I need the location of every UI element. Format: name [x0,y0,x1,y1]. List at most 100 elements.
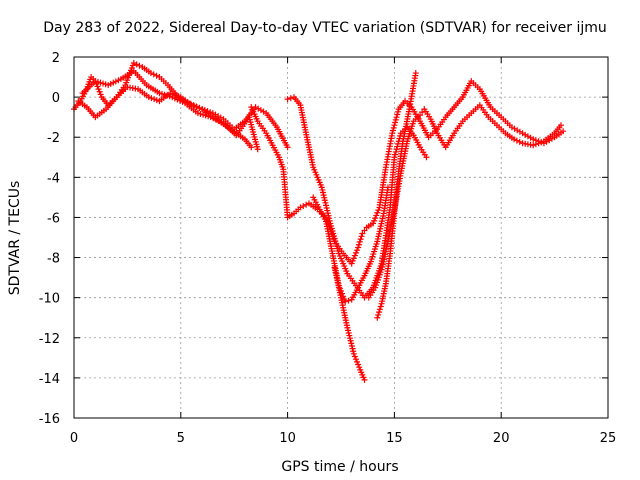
data-point [389,130,396,137]
data-point [342,298,349,305]
data-points [71,60,567,383]
y-tick-label: -2 [47,131,60,146]
data-point [96,88,103,95]
data-point [148,95,155,102]
data-point [348,260,355,267]
data-point [532,141,539,148]
data-point [558,122,565,129]
data-point [346,332,353,339]
y-tick-label: -14 [39,372,60,387]
data-point [344,324,351,331]
data-point [357,236,364,243]
data-point [350,350,357,357]
data-point [201,107,208,114]
data-point [392,148,399,155]
series-track-e [284,94,430,301]
x-axis-label: GPS time / hours [281,459,398,475]
y-tick-label: -8 [47,252,60,267]
chart-title: Day 283 of 2022, Sidereal Day-to-day VTE… [43,20,607,36]
data-point [392,116,399,123]
data-point [349,345,356,352]
data-point [348,340,355,347]
data-point [391,122,398,129]
data-point [347,337,354,344]
data-point [538,139,545,146]
series-track-c [79,68,261,153]
data-point [284,96,291,103]
data-point [393,146,400,153]
data-point [199,106,206,113]
data-point [196,105,203,112]
x-tick-label: 0 [70,431,78,446]
data-point [376,309,383,316]
data-point [97,91,104,98]
data-point [535,140,542,147]
x-tick-label: 20 [493,431,510,446]
data-point [392,151,399,158]
data-point [374,209,381,216]
series-track-i [374,70,419,321]
data-point [511,136,518,143]
data-point [207,109,214,116]
data-point [349,257,356,264]
data-point [361,227,368,234]
y-axis-label: SDTVAR / TECUs [7,181,23,296]
series-track-g [331,264,368,383]
data-point [345,327,352,334]
data-point [345,329,352,336]
data-point [394,108,401,115]
data-point [354,358,361,365]
y-tick-label: 0 [52,91,60,106]
x-tick-label: 15 [386,431,403,446]
data-point [530,142,537,149]
x-tick-label: 10 [279,431,296,446]
data-point [297,204,304,211]
plot-frame [73,56,609,419]
y-tick-label: -4 [47,171,60,186]
series-track-b [75,84,291,151]
data-point [358,233,365,240]
data-point [361,376,368,383]
data-point [371,217,378,224]
data-point [373,212,380,219]
series-track-a [71,60,255,151]
x-tick-label: 5 [177,431,185,446]
data-point [356,364,363,371]
data-point [377,303,384,310]
data-point [341,296,348,303]
data-point [370,220,377,227]
data-point [560,128,567,135]
data-point [254,146,261,153]
data-point [530,136,537,143]
data-point [153,72,160,79]
data-point [375,311,382,318]
data-point [345,297,352,304]
data-point [150,71,157,78]
data-point [384,184,391,191]
data-point [355,244,362,251]
data-point [136,62,143,69]
data-point [389,127,396,134]
data-point [356,238,363,245]
data-point [151,96,158,103]
data-point [390,124,397,131]
data-point [147,70,154,77]
data-point [375,207,382,214]
y-tick-label: -16 [39,412,60,427]
data-point [393,114,400,121]
data-point [352,249,359,256]
data-point [284,144,291,151]
data-point [175,93,182,100]
data-point [355,361,362,368]
data-point [172,92,179,99]
data-point [417,112,424,119]
data-point [516,138,523,145]
data-point [95,86,102,93]
series-track-f [310,184,391,305]
data-point [372,215,379,222]
data-point [513,137,520,144]
y-tick-label: -12 [39,332,60,347]
data-point [354,247,361,254]
data-point [287,95,294,102]
data-point [133,61,140,68]
